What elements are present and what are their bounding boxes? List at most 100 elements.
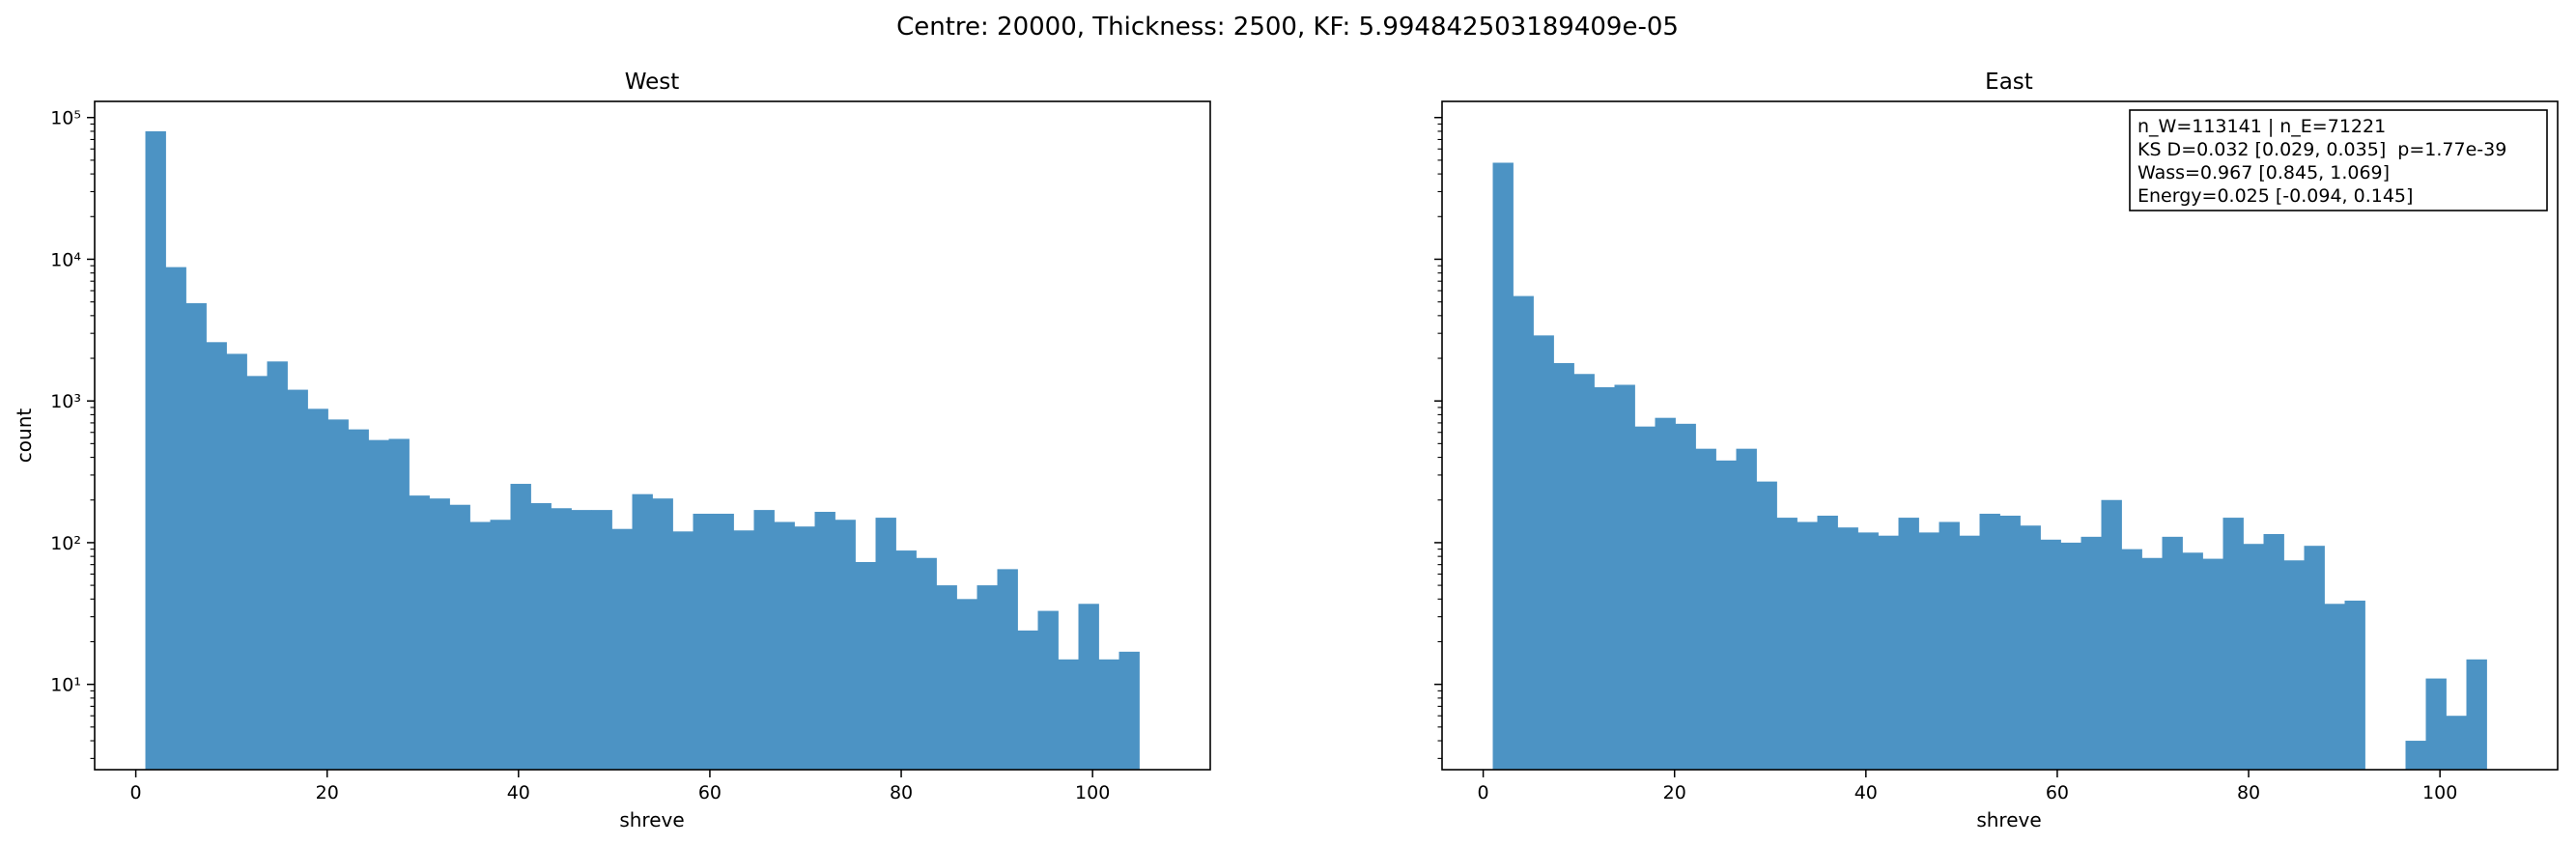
west-bar — [206, 342, 227, 770]
east-bar — [2466, 659, 2487, 770]
east-bar — [1797, 521, 1818, 770]
east-axes-frame — [1441, 100, 2559, 771]
east-bar — [1614, 384, 1635, 770]
east-bar — [1898, 518, 1919, 770]
west-bars — [145, 130, 1140, 771]
east-bar — [2263, 534, 2284, 770]
east-bar — [2222, 518, 2244, 770]
west-bar — [1098, 659, 1119, 770]
west-xtick-label: 80 — [890, 782, 913, 803]
west-axes-frame — [94, 100, 1211, 771]
east-bar — [2202, 558, 2223, 770]
east-bar — [2405, 741, 2426, 770]
east-bar — [1655, 417, 1676, 770]
east-xtick-label: 60 — [2046, 782, 2069, 803]
east-bar — [2283, 560, 2305, 770]
stats-line-wass: Wass=0.967 [0.845, 1.069] — [2137, 162, 2390, 183]
east-bar — [2141, 557, 2163, 770]
west-bar — [652, 498, 673, 770]
west-bar — [551, 508, 572, 770]
east-bar — [2081, 536, 2102, 770]
west-xtick-label: 40 — [507, 782, 530, 803]
west-bar — [490, 520, 511, 770]
east-bar — [2040, 539, 2061, 770]
east-bar — [1756, 481, 1777, 770]
east-bar — [2243, 544, 2264, 770]
east-bar — [1715, 460, 1737, 770]
east-bar — [1533, 335, 1554, 770]
east-bar — [1918, 532, 1939, 770]
east-bar — [1594, 386, 1615, 770]
west-bar — [693, 513, 714, 770]
west-bar — [1037, 610, 1059, 770]
west-bar — [997, 569, 1018, 770]
west-bar — [165, 267, 186, 771]
east-bar — [2101, 499, 2122, 770]
east-bar — [2162, 536, 2183, 770]
east-bar — [1817, 515, 1838, 770]
east-bar — [1573, 374, 1595, 770]
west-bar — [327, 419, 349, 770]
east-bar — [1939, 521, 1960, 770]
stats-box: n_W=113141 | n_E=71221 KS D=0.032 [0.029… — [2129, 109, 2548, 211]
west-bar — [267, 361, 288, 770]
east-title: East — [1985, 70, 2033, 95]
west-bar — [977, 585, 998, 770]
west-bar — [530, 503, 552, 770]
west-panel: West 0 20 40 60 80 100 10¹ 10² 10³ 10⁴ 10⁵ shreve… — [13, 70, 1211, 831]
west-bar — [591, 510, 612, 770]
west-bar — [510, 484, 531, 770]
west-bar — [449, 504, 470, 770]
west-bar — [469, 521, 491, 770]
west-bar — [936, 585, 957, 770]
east-xtick-label: 100 — [2422, 782, 2457, 803]
west-bar — [287, 389, 308, 770]
east-x-ticks: 0 20 40 60 80 100 — [1478, 770, 2457, 803]
west-xtick-label: 60 — [698, 782, 722, 803]
east-bar — [1675, 423, 1696, 770]
east-bar — [2425, 678, 2447, 770]
east-bar — [1837, 527, 1858, 770]
stats-line-energy: Energy=0.025 [-0.094, 0.145] — [2137, 185, 2413, 207]
west-bar — [611, 528, 633, 770]
west-bar — [246, 376, 268, 770]
west-bar — [774, 521, 795, 770]
east-bar — [2324, 604, 2345, 770]
west-bar — [1078, 604, 1099, 770]
west-bar — [409, 495, 430, 770]
west-y-ticks: 10¹ 10² 10³ 10⁴ 10⁵ — [50, 108, 95, 759]
east-bar — [2020, 525, 2041, 770]
west-bar — [794, 526, 815, 770]
west-bar — [388, 438, 410, 770]
east-bar — [2121, 549, 2142, 770]
west-xtick-label: 20 — [316, 782, 339, 803]
west-xlabel: shreve — [619, 808, 684, 831]
west-bar — [429, 498, 450, 770]
stats-line-counts: n_W=113141 | n_E=71221 — [2137, 116, 2386, 137]
east-xtick-label: 0 — [1478, 782, 1489, 803]
east-bar — [2446, 716, 2467, 770]
east-bar — [1513, 296, 1534, 770]
west-bar — [814, 512, 835, 770]
figure-suptitle: Centre: 20000, Thickness: 2500, KF: 5.99… — [896, 13, 1679, 42]
east-bar — [1736, 448, 1757, 770]
west-bar — [733, 530, 754, 770]
west-bar — [835, 520, 856, 770]
east-xlabel: shreve — [1976, 808, 2041, 831]
west-bar — [571, 510, 592, 770]
west-ytick-label: 10³ — [50, 391, 81, 412]
west-bar — [307, 408, 328, 770]
east-bar — [1553, 362, 1574, 770]
west-bar — [1058, 659, 1079, 770]
east-bar — [2304, 546, 2325, 770]
west-xtick-label: 0 — [130, 782, 142, 803]
west-ytick-label: 10² — [50, 533, 81, 554]
west-bar — [916, 557, 937, 770]
west-bar — [226, 353, 247, 770]
west-bar — [672, 531, 694, 770]
west-bar — [713, 513, 734, 770]
east-bar — [1979, 513, 2000, 770]
west-bar — [875, 518, 896, 770]
west-ytick-label: 10⁵ — [50, 108, 81, 129]
west-bar — [145, 130, 166, 770]
